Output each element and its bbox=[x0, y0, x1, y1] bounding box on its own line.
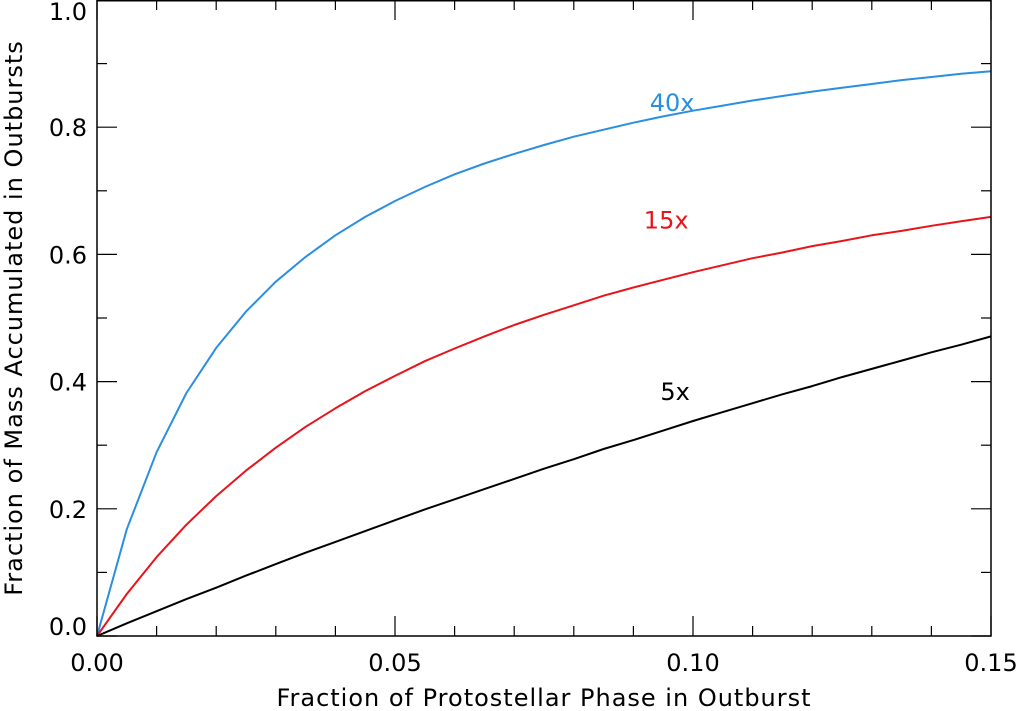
x-tick-label: 0.05 bbox=[368, 649, 421, 677]
series-line-15x bbox=[96, 215, 992, 637]
series-label-15x: 15x bbox=[644, 206, 689, 234]
series-lines bbox=[96, 70, 992, 637]
y-tick-label: 0.0 bbox=[49, 613, 87, 641]
y-tick-label: 0.8 bbox=[49, 114, 87, 142]
series-labels: 40x 15x 5x bbox=[644, 89, 695, 406]
y-tick-label: 0.6 bbox=[49, 241, 87, 269]
x-tick-label: 0.10 bbox=[666, 649, 719, 677]
series-label-5x: 5x bbox=[660, 378, 689, 406]
x-axis-title: Fraction of Protostellar Phase in Outbur… bbox=[276, 684, 811, 711]
axis-ticks bbox=[96, 0, 992, 637]
x-tick-labels: 0.00 0.05 0.10 0.15 bbox=[70, 649, 1017, 677]
series-line-40x bbox=[96, 70, 992, 637]
y-tick-labels: 0.0 0.2 0.4 0.6 0.8 1.0 bbox=[49, 0, 87, 641]
y-tick-label: 0.4 bbox=[49, 369, 87, 397]
x-tick-label: 0.15 bbox=[964, 649, 1017, 677]
x-tick-label: 0.00 bbox=[70, 649, 123, 677]
y-tick-label: 1.0 bbox=[49, 0, 87, 26]
y-axis-title: Fraction of Mass Accumulated in Outburst… bbox=[0, 40, 28, 596]
y-tick-label: 0.2 bbox=[49, 496, 87, 524]
series-line-5x bbox=[96, 335, 992, 637]
plot-frame bbox=[96, 0, 992, 637]
series-label-40x: 40x bbox=[650, 89, 695, 117]
